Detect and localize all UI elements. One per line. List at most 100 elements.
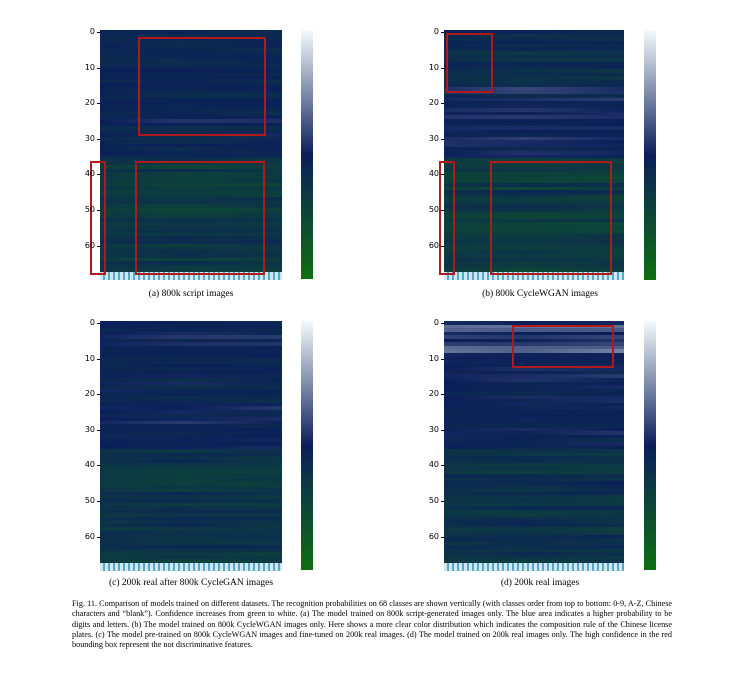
y-tick-mark	[97, 465, 100, 467]
heatmap-row	[444, 211, 624, 216]
heatmap-row	[100, 559, 282, 564]
heatmap-row	[444, 143, 624, 149]
heatmap-row	[100, 484, 282, 489]
heatmap-row	[444, 264, 624, 270]
heatmap-row	[444, 250, 624, 255]
heatmap-row	[100, 54, 282, 60]
heatmap-row	[100, 328, 282, 333]
heatmap-blank-row	[100, 563, 282, 571]
y-tick-label: 50	[428, 495, 439, 505]
heatmap-row	[444, 51, 624, 56]
heatmap-row	[444, 406, 624, 411]
heatmap-row	[100, 193, 282, 198]
heatmap-row	[100, 431, 282, 436]
heatmap-row	[100, 108, 282, 113]
figure-label: Fig. 11.	[72, 599, 98, 608]
heatmap-row	[100, 449, 282, 454]
heatmap-row	[444, 495, 624, 500]
heatmap-row	[444, 254, 624, 259]
heatmap-row	[444, 541, 624, 546]
heatmap-row	[100, 335, 282, 340]
heatmap-row	[444, 456, 624, 461]
heatmap-row	[444, 79, 624, 84]
heatmap-row	[100, 438, 282, 443]
heatmap-row	[444, 534, 624, 539]
heatmap-row	[100, 154, 282, 159]
heatmap-row	[444, 104, 624, 109]
heatmap-row	[100, 434, 282, 440]
red-box-b-bottom	[490, 161, 612, 275]
heatmap-row	[444, 247, 624, 252]
heatmap-row	[444, 484, 624, 489]
heatmap-row	[100, 445, 282, 450]
heatmap-row	[100, 247, 282, 252]
heatmap-row	[100, 548, 282, 553]
heatmap-row	[100, 523, 282, 528]
heatmap-row	[100, 395, 282, 400]
heatmap-row	[100, 72, 282, 77]
heatmap-row	[444, 30, 624, 35]
y-tick-mark	[97, 323, 100, 324]
y-tick-label: 30	[84, 133, 95, 143]
y-tick-mark	[97, 245, 100, 247]
heatmap-row	[444, 154, 624, 159]
heatmap-row	[444, 452, 624, 457]
y-tick-mark	[97, 67, 100, 69]
heatmap-row	[444, 232, 624, 237]
heatmap-row	[444, 243, 624, 248]
y-tick-label: 20	[84, 389, 95, 399]
y-tick-mark	[441, 103, 444, 105]
heatmap-row	[100, 363, 282, 368]
red-box-a-top	[138, 37, 266, 136]
heatmap-row	[444, 229, 624, 234]
heatmap-row	[100, 413, 282, 418]
heatmap-row	[444, 90, 624, 95]
heatmap-row	[100, 122, 282, 127]
y-tick-mark	[97, 103, 100, 105]
heatmap-row	[444, 363, 624, 368]
heatmap-row	[444, 345, 624, 351]
y-tick-mark	[441, 465, 444, 467]
heatmap-row	[444, 54, 624, 60]
heatmap-row	[100, 399, 282, 404]
heatmap-row	[444, 353, 624, 358]
heatmap-row	[444, 207, 624, 213]
heatmap-row	[100, 474, 282, 479]
heatmap-row	[444, 58, 624, 63]
heatmap-row	[444, 151, 624, 156]
heatmap-row	[444, 108, 624, 113]
heatmap-row	[100, 342, 282, 347]
heatmap-row	[444, 399, 624, 404]
heatmap-row	[444, 491, 624, 496]
y-tick-label: 40	[428, 169, 439, 179]
heatmap-row	[100, 165, 282, 170]
heatmap-row	[444, 222, 624, 227]
heatmap-row	[444, 431, 624, 436]
heatmap-row	[100, 215, 282, 220]
y-tick-mark	[441, 500, 444, 502]
heatmap-row	[444, 445, 624, 450]
heatmap-row	[444, 147, 624, 152]
heatmap-row	[444, 175, 624, 181]
heatmap-row	[100, 30, 282, 35]
red-box-a-left	[90, 161, 106, 275]
y-tick-label: 60	[428, 531, 439, 541]
heatmap-row	[100, 254, 282, 259]
heatmap-row	[100, 44, 282, 49]
heatmap-row	[100, 516, 282, 521]
heatmap-row	[444, 115, 624, 120]
heatmap-row	[100, 243, 282, 248]
heatmap-row	[444, 413, 624, 418]
y-tick-mark	[441, 138, 444, 140]
heatmap-row	[444, 523, 624, 528]
heatmap-row	[100, 417, 282, 422]
y-tick-mark	[97, 32, 100, 33]
heatmap-row	[444, 257, 624, 262]
heatmap-row	[444, 338, 624, 343]
heatmap-row	[100, 79, 282, 84]
heatmap-b	[444, 30, 624, 280]
heatmap-row	[100, 321, 282, 326]
heatmap-row	[100, 481, 282, 486]
heatmap-row	[100, 62, 282, 67]
heatmap-row	[100, 200, 282, 205]
